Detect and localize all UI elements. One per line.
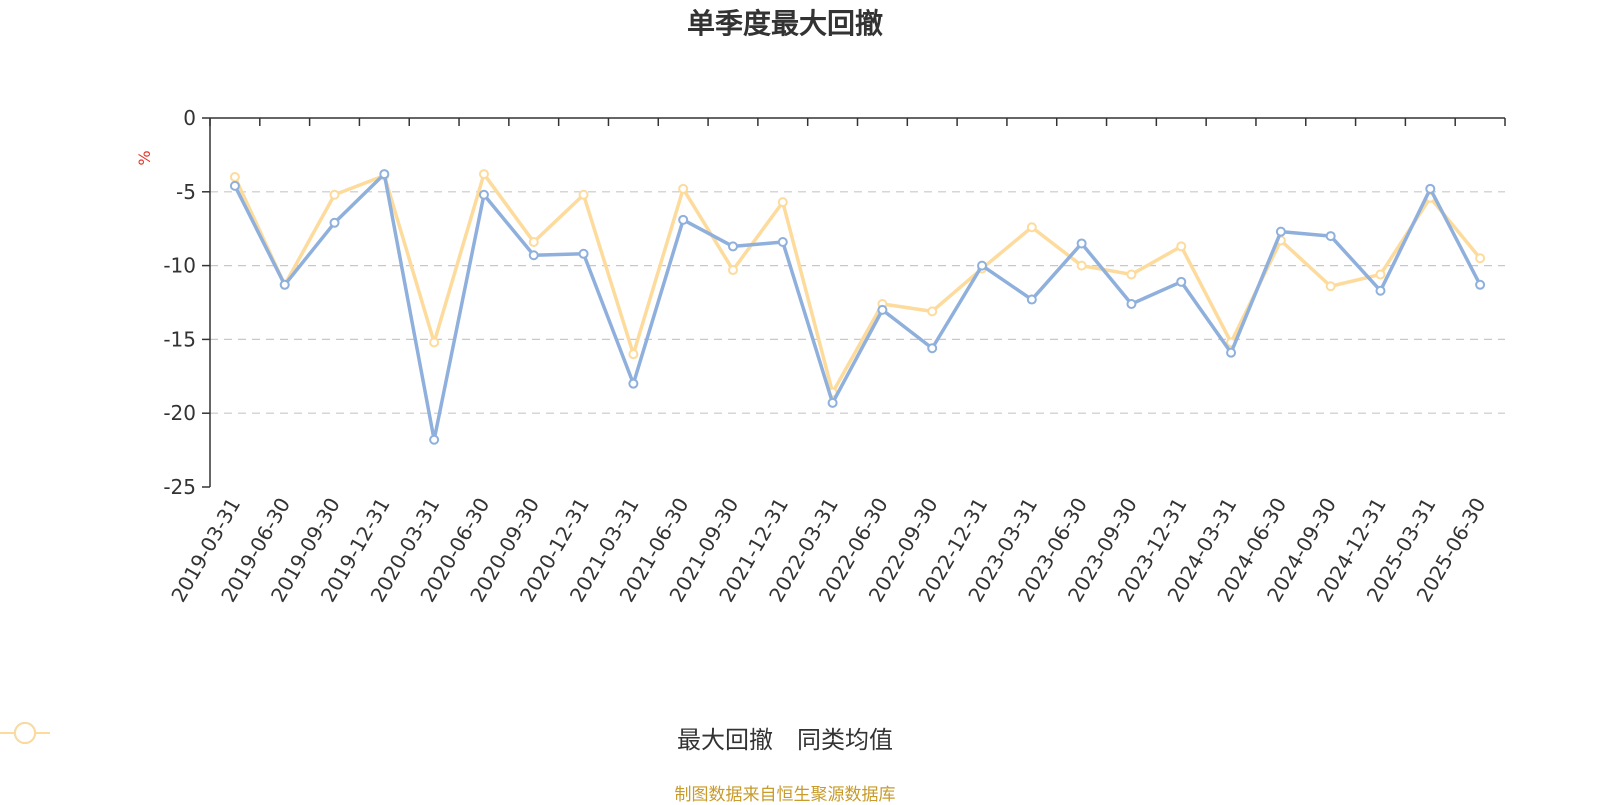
data-point [1176,241,1187,252]
y-tick-label: -20 [163,401,196,425]
legend-label-peer-average: 同类均值 [797,726,893,754]
y-tick-label: 0 [183,106,196,130]
data-point [777,197,788,208]
data-point [229,180,240,191]
legend-item-max-drawdown[interactable]: 最大回撤 [0,720,773,755]
data-point [1375,269,1386,280]
data-point [628,378,639,389]
data-point [229,172,240,183]
data-point [1325,281,1336,292]
y-tick-label: -15 [163,327,196,351]
data-point [1126,269,1137,280]
legend-label-max-drawdown: 最大回撤 [677,726,773,754]
data-point [528,236,539,247]
line-chart: 0-5-10-15-20-25%2019-03-312019-06-302019… [135,106,1506,606]
data-point [1176,276,1187,287]
data-point [1076,238,1087,249]
data-point [628,349,639,360]
y-tick-label: -10 [163,254,196,278]
data-point [877,304,888,315]
axes [202,117,1506,488]
data-point [927,343,938,354]
legend: 最大回撤 同类均值 [0,720,1570,755]
data-point [727,241,738,252]
series-lines [229,169,1486,445]
data-point [1375,285,1386,296]
data-point [1026,222,1037,233]
data-point [1425,183,1436,194]
data-point [429,434,440,445]
tick-labels: 0-5-10-15-20-25%2019-03-312019-06-302019… [135,106,1490,606]
data-point [927,306,938,317]
data-point [279,279,290,290]
data-point [977,260,988,271]
y-tick-label: -25 [163,475,196,499]
data-point [678,214,689,225]
legend-item-peer-average[interactable]: 同类均值 [0,720,893,755]
data-point [1226,347,1237,358]
chart-title: 单季度最大回撤 [686,7,883,40]
data-point [1076,260,1087,271]
y-tick-label: -5 [176,180,196,204]
y-axis-unit-label: % [135,150,154,165]
data-point [1475,279,1486,290]
data-point [727,265,738,276]
data-point [578,248,589,259]
grid-lines [210,191,1505,414]
data-point [1275,226,1286,237]
data-point [1026,294,1037,305]
data-point [478,189,489,200]
data-point [678,183,689,194]
legend-swatch-peer-average [0,722,50,744]
data-point [528,250,539,261]
source-note: 制图数据来自恒生聚源数据库 [674,785,896,805]
data-point [777,236,788,247]
data-point [827,397,838,408]
data-point [1126,298,1137,309]
data-point [1325,231,1336,242]
data-point [429,337,440,348]
data-point [379,169,390,180]
series-line [233,172,1482,442]
data-point [1475,253,1486,264]
data-point [478,169,489,180]
data-point [329,189,340,200]
data-point [329,217,340,228]
series-line [233,172,1482,395]
data-point [578,189,589,200]
